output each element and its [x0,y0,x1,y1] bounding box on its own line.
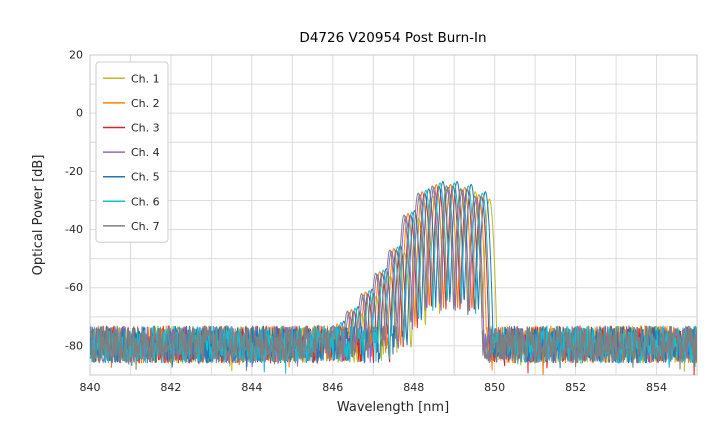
tick-labels: 840 842 844 846 848 850 852 854 20 0 -20 -40 -60 -80 [65,49,667,395]
x-tick-label: 840 [80,381,101,394]
y-tick-label: 0 [76,107,83,120]
y-tick-label: 20 [69,49,83,62]
y-tick-label: -60 [65,281,83,294]
legend-label: Ch. 7 [131,220,160,233]
legend-label: Ch. 2 [131,97,160,110]
x-tick-label: 846 [322,381,343,394]
series-line-7 [90,185,697,370]
x-tick-label: 850 [484,381,505,394]
legend-label: Ch. 5 [131,171,160,184]
legend-label: Ch. 4 [131,146,160,159]
plot-border [89,54,698,376]
legend: Ch. 1 Ch. 2 Ch. 3 Ch. 4 Ch. 5 Ch. 6 Ch. 7 [95,61,169,243]
legend-label: Ch. 3 [131,122,160,135]
y-axis-label: Optical Power [dB] [31,155,46,276]
x-axis-label: Wavelength [nm] [337,400,449,415]
legend-label: Ch. 6 [131,195,160,208]
y-tick-label: -40 [65,223,83,236]
x-tick-label: 848 [403,381,424,394]
series-lines [90,180,697,375]
x-tick-label: 844 [241,381,262,394]
legend-box [95,61,169,243]
chart-title: D4726 V20954 Post Burn-In [299,30,486,46]
x-tick-label: 854 [646,381,667,394]
y-tick-label: -80 [65,339,83,352]
x-tick-label: 842 [160,381,181,394]
legend-label: Ch. 1 [131,72,160,85]
y-tick-label: -20 [65,165,83,178]
x-tick-label: 852 [565,381,586,394]
